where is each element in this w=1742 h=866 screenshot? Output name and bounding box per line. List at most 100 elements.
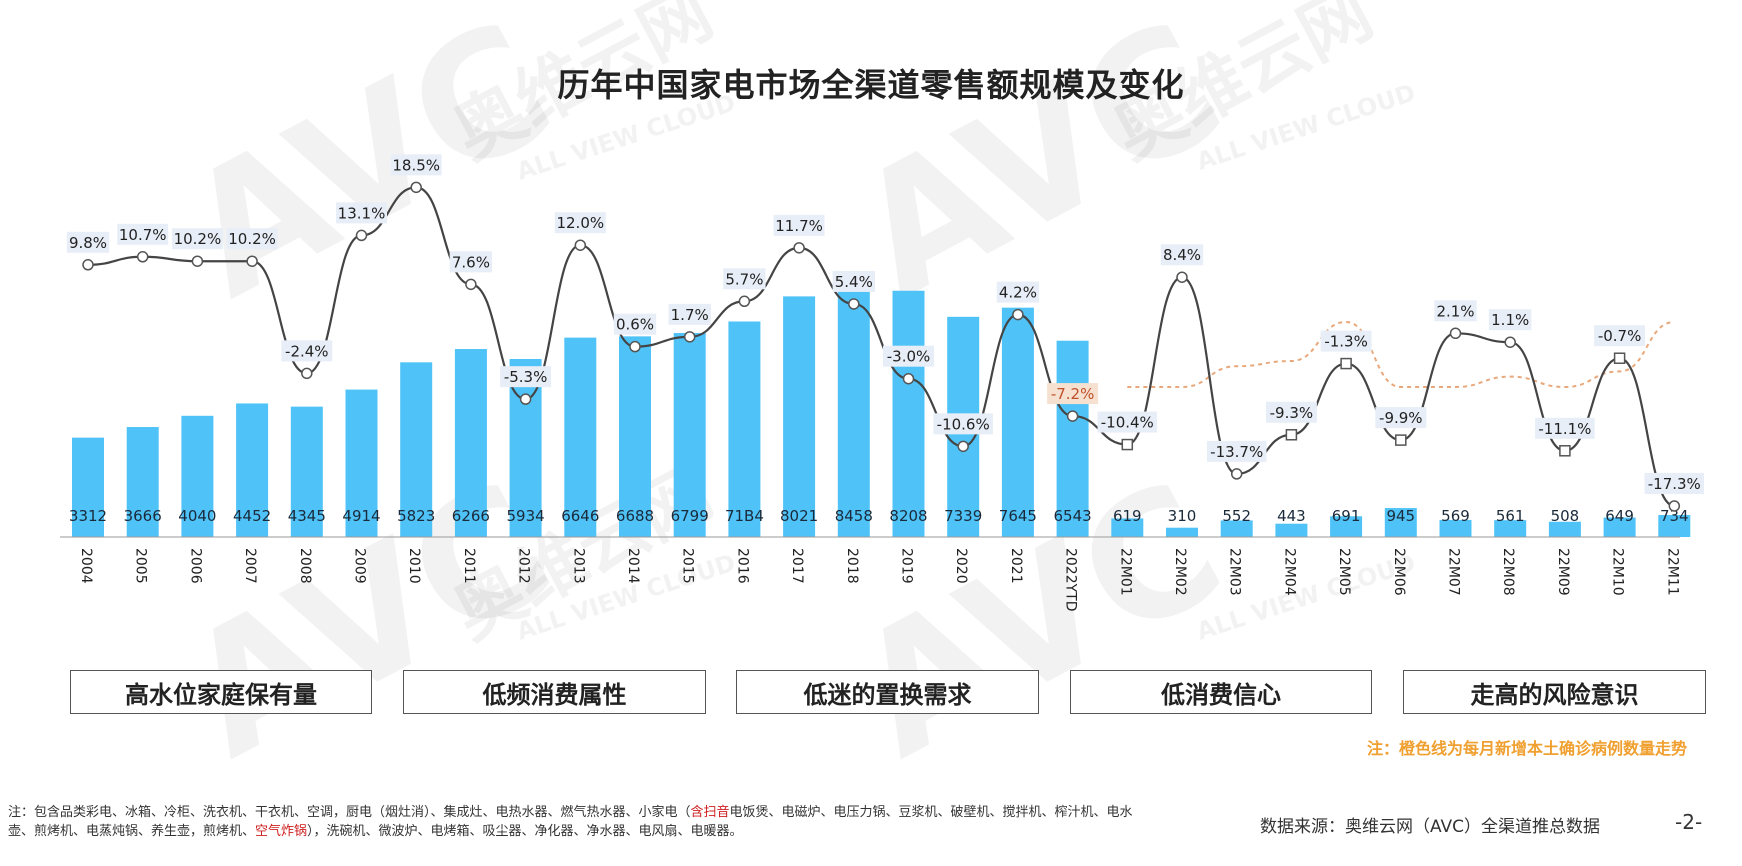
growth-label: 7.6% bbox=[452, 253, 490, 271]
x-tick-label: 2009 bbox=[352, 548, 368, 584]
x-tick-label: 2012 bbox=[516, 548, 532, 584]
growth-label-box bbox=[1097, 411, 1158, 433]
bar-value-label: 945 bbox=[1386, 507, 1415, 525]
bar-value-label: 71B4 bbox=[725, 507, 764, 525]
x-tick-label: 2004 bbox=[78, 548, 94, 584]
growth-label: 13.1% bbox=[338, 204, 386, 222]
factor-box-2: 低频消费属性 bbox=[403, 670, 706, 714]
bar-value-label: 6799 bbox=[671, 507, 709, 525]
growth-label: 11.7% bbox=[775, 217, 823, 235]
bar-2016 bbox=[728, 321, 761, 537]
x-tick-label: 22M09 bbox=[1555, 548, 1571, 596]
growth-point bbox=[1613, 352, 1626, 364]
x-tick-label: 2015 bbox=[680, 548, 696, 584]
bar-22M01 bbox=[1111, 518, 1144, 537]
bar-22M03 bbox=[1220, 520, 1253, 537]
bar-value-label: 4040 bbox=[178, 507, 216, 525]
growth-label-box bbox=[1160, 244, 1204, 266]
chart-title: 历年中国家电市场全渠道零售额规模及变化 bbox=[557, 66, 1185, 104]
bar-22M05 bbox=[1330, 516, 1363, 537]
x-tick-label: 2005 bbox=[133, 548, 149, 584]
bar-22M11 bbox=[1658, 514, 1691, 537]
factor-box-3: 低迷的置换需求 bbox=[736, 670, 1039, 714]
bar-value-label: 619 bbox=[1113, 507, 1142, 525]
growth-point bbox=[519, 393, 532, 405]
bar-2015 bbox=[673, 333, 706, 537]
bar-2005 bbox=[126, 427, 159, 537]
footnote-highlight-2: 空气炸锅 bbox=[255, 824, 308, 839]
bar-value-label: 6646 bbox=[561, 507, 599, 525]
growth-label-box bbox=[1434, 300, 1477, 322]
growth-label: -0.7% bbox=[1598, 327, 1642, 345]
growth-label-box bbox=[554, 212, 606, 234]
growth-label-box bbox=[832, 270, 875, 292]
growth-label: -7.2% bbox=[1051, 385, 1095, 403]
factor-box-4: 低消费信心 bbox=[1070, 670, 1372, 714]
factor-box-5: 走高的风险意识 bbox=[1403, 670, 1706, 714]
growth-label-box bbox=[1320, 330, 1372, 352]
growth-label: 0.6% bbox=[616, 316, 654, 334]
growth-label: 18.5% bbox=[392, 156, 440, 174]
x-tick-label: 2021 bbox=[1008, 548, 1024, 584]
bar-value-label: 5823 bbox=[397, 507, 435, 525]
growth-label: 2.1% bbox=[1436, 302, 1474, 320]
growth-label-box bbox=[996, 281, 1040, 303]
bar-value-label: 3666 bbox=[124, 507, 162, 525]
bar-value-label: 5934 bbox=[507, 507, 545, 525]
growth-label-box bbox=[1206, 440, 1267, 462]
x-tick-label: 2016 bbox=[734, 548, 750, 584]
bar-22M04 bbox=[1275, 523, 1308, 537]
x-axis: 2004 2005 2006 2007 2008 2009 2010 2011 2012 2013… bbox=[60, 536, 1680, 612]
growth-label-box bbox=[336, 202, 387, 224]
growth-point bbox=[848, 298, 860, 310]
factor-box-1: 高水位家庭保有量 bbox=[70, 670, 372, 714]
growth-point bbox=[1559, 445, 1571, 457]
x-tick-label: 2010 bbox=[406, 548, 422, 584]
x-tick-label: 2007 bbox=[242, 548, 258, 584]
bar-value-label: 4914 bbox=[342, 507, 380, 525]
growth-label: 10.2% bbox=[174, 230, 222, 248]
growth-point bbox=[793, 242, 805, 254]
growth-label-box bbox=[613, 313, 657, 335]
growth-point bbox=[1012, 308, 1024, 321]
bar-2007 bbox=[236, 403, 269, 537]
growth-point bbox=[629, 340, 641, 353]
growth-point bbox=[738, 295, 751, 308]
bar-value-label: 4345 bbox=[288, 507, 326, 525]
growth-point bbox=[191, 255, 204, 267]
growth-point bbox=[136, 251, 149, 263]
growth-point bbox=[410, 181, 422, 194]
growth-label-box bbox=[171, 228, 223, 250]
bar-22M09 bbox=[1548, 521, 1581, 537]
growth-point bbox=[1395, 434, 1407, 446]
growth-label: -10.6% bbox=[937, 415, 990, 433]
bar-series: 3312 3666 4040 4452 4345 4914 5823 6266 5934 6646… bbox=[69, 283, 1691, 537]
growth-label: 1.1% bbox=[1491, 311, 1529, 329]
growth-point bbox=[1449, 327, 1462, 340]
growth-label-box bbox=[117, 223, 169, 245]
bar-value-label: 6266 bbox=[452, 507, 490, 525]
growth-label: 10.2% bbox=[228, 230, 276, 248]
growth-label: -9.9% bbox=[1379, 409, 1423, 427]
x-tick-label: 22M08 bbox=[1500, 548, 1516, 596]
growth-label-box bbox=[773, 214, 825, 236]
x-tick-label: 2013 bbox=[570, 548, 586, 584]
growth-point bbox=[465, 278, 477, 291]
x-tick-label: 2017 bbox=[789, 548, 805, 584]
growth-label-box bbox=[449, 251, 493, 273]
x-tick-label: 22M02 bbox=[1172, 548, 1188, 596]
growth-label-box bbox=[1265, 401, 1317, 423]
bar-22M07 bbox=[1439, 519, 1472, 537]
bar-value-label: 8458 bbox=[835, 507, 873, 525]
growth-label: -10.4% bbox=[1101, 414, 1154, 432]
growth-point bbox=[1230, 468, 1243, 480]
bar-value-label: 561 bbox=[1496, 507, 1525, 525]
growth-point bbox=[1176, 271, 1188, 283]
footnote-text-2: 电饭煲、电磁炉、电压力锅、豆浆机、破壁机、搅拌机、榨汁机、电水壶、煎烤机、电蒸炖… bbox=[8, 805, 1133, 839]
growth-point bbox=[301, 367, 313, 380]
x-tick-label: 22M07 bbox=[1446, 548, 1462, 596]
growth-point bbox=[1285, 429, 1298, 441]
bar-22M02 bbox=[1166, 527, 1198, 537]
x-tick-label: 2020 bbox=[953, 548, 969, 584]
